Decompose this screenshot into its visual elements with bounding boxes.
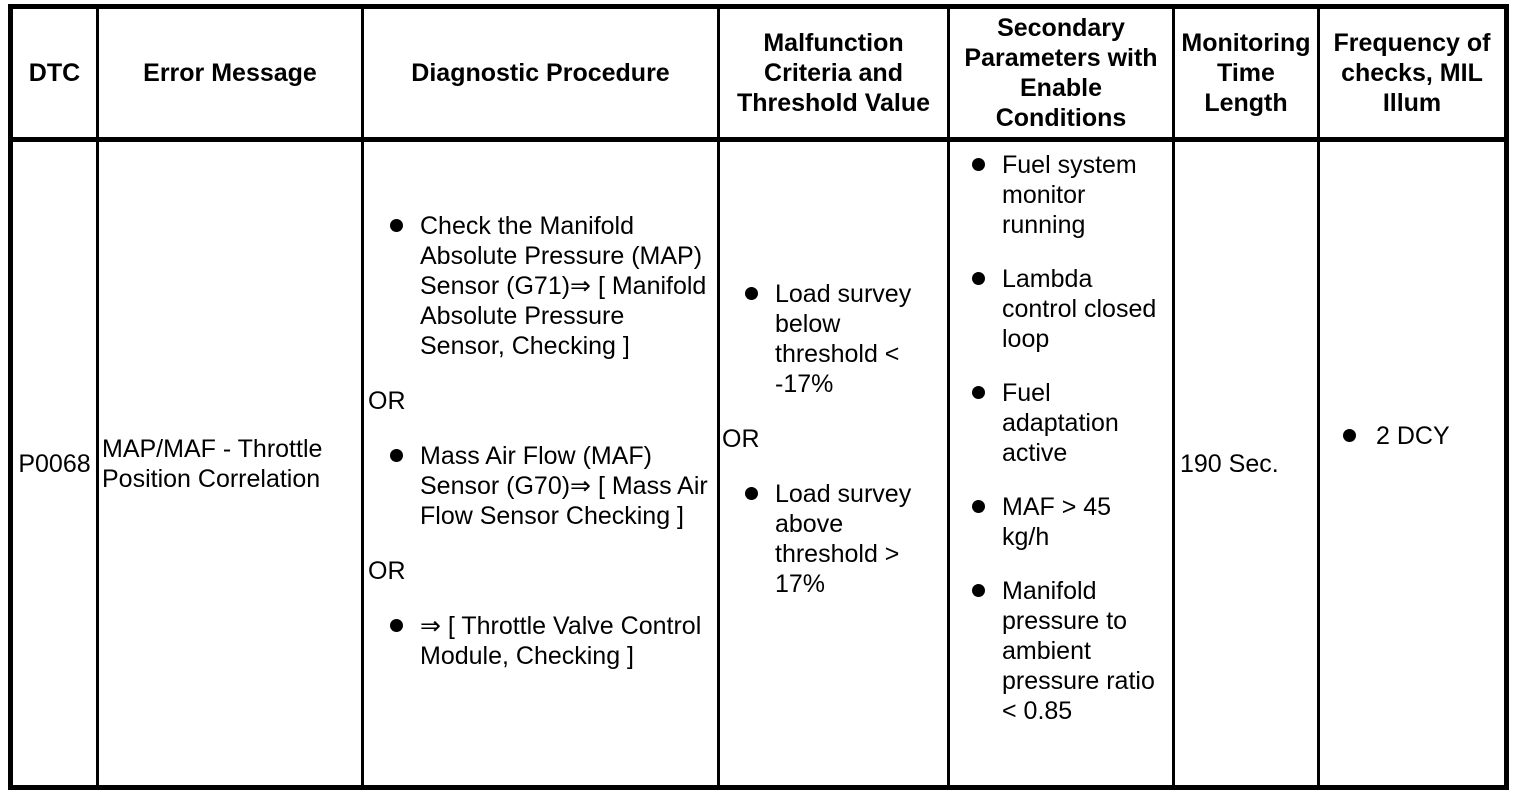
col-header-secondary-parameters: Secondary Parameters with Enable Conditi…: [947, 9, 1172, 137]
cell-secondary-parameters: Fuel system monitor running Lambda contr…: [947, 137, 1172, 785]
col-header-diagnostic-procedure-label: Diagnostic Procedure: [411, 59, 670, 87]
cell-frequency: 2 DCY: [1317, 137, 1504, 785]
diagnostic-item-text: ⇒ [ Throttle Valve Control Module, Check…: [420, 612, 702, 670]
or-connector: OR: [722, 424, 760, 453]
cell-diagnostic-procedure: Check the Manifold Absolute Pressure (MA…: [361, 137, 717, 785]
col-header-frequency: Frequency of checks, MIL Illum: [1317, 9, 1504, 137]
col-header-error-message: Error Message: [96, 9, 361, 137]
col-header-monitoring-time-label: Monitoring Time Length: [1181, 29, 1311, 117]
enable-condition-text: Manifold pressure to ambient pressure ra…: [1002, 577, 1155, 725]
enable-condition-text: Fuel system monitor running: [1002, 151, 1137, 239]
bullet-icon: [972, 158, 985, 171]
bullet-icon: [972, 584, 985, 597]
bullet-icon: [745, 286, 758, 300]
col-header-dtc-label: DTC: [28, 59, 81, 87]
dtc-code: P0068: [18, 449, 91, 478]
criteria-item-text: Load survey below threshold < -17%: [775, 279, 912, 398]
diagnostic-item: Mass Air Flow (MAF) Sensor (G70)⇒ [ Mass…: [368, 441, 715, 531]
bullet-icon: [390, 449, 403, 462]
diagnostic-item-text: Check the Manifold Absolute Pressure (MA…: [420, 212, 707, 360]
error-message-text: MAP/MAF - Throttle Position Correlation: [102, 434, 323, 493]
diagnostic-item: ⇒ [ Throttle Valve Control Module, Check…: [368, 611, 715, 671]
enable-condition-item: Fuel adaptation active: [953, 378, 1160, 468]
criteria-item-text: Load survey above threshold > 17%: [775, 479, 912, 598]
frequency-item: 2 DCY: [1323, 421, 1500, 451]
enable-condition-text: Fuel adaptation active: [1002, 379, 1119, 467]
or-connector: OR: [368, 557, 406, 585]
enable-condition-text: Lambda control closed loop: [1002, 265, 1157, 353]
bullet-icon: [1343, 429, 1356, 442]
bullet-icon: [972, 500, 985, 513]
col-header-error-message-label: Error Message: [143, 59, 317, 87]
bullet-icon: [390, 219, 403, 232]
cell-error-message: MAP/MAF - Throttle Position Correlation: [96, 137, 361, 785]
col-header-monitoring-time: Monitoring Time Length: [1172, 9, 1317, 137]
diagnostic-item: Check the Manifold Absolute Pressure (MA…: [368, 211, 715, 361]
col-header-malfunction-criteria-label: Malfunction Criteria and Threshold Value: [736, 29, 931, 117]
cell-monitoring-time: 190 Sec.: [1172, 137, 1317, 785]
cell-dtc: P0068: [13, 137, 96, 785]
bullet-icon: [972, 386, 985, 399]
frequency-item-text: 2 DCY: [1376, 422, 1450, 450]
bullet-icon: [390, 619, 403, 632]
col-header-frequency-label: Frequency of checks, MIL Illum: [1333, 29, 1491, 117]
criteria-item: Load survey above threshold > 17%: [722, 479, 940, 599]
monitoring-time-text: 190 Sec.: [1180, 449, 1279, 478]
bullet-icon: [972, 272, 985, 285]
or-connector: OR: [368, 387, 406, 415]
col-header-diagnostic-procedure: Diagnostic Procedure: [361, 9, 717, 137]
enable-condition-text: MAF > 45 kg/h: [1002, 493, 1112, 551]
enable-condition-item: Manifold pressure to ambient pressure ra…: [953, 576, 1160, 726]
dtc-table: DTC Error Message Diagnostic Procedure M…: [8, 4, 1509, 790]
col-header-secondary-parameters-label: Secondary Parameters with Enable Conditi…: [964, 14, 1158, 132]
diagnostic-item-text: Mass Air Flow (MAF) Sensor (G70)⇒ [ Mass…: [420, 442, 708, 530]
cell-malfunction-criteria: Load survey below threshold < -17% OR Lo…: [717, 137, 947, 785]
enable-condition-item: Lambda control closed loop: [953, 264, 1160, 354]
col-header-malfunction-criteria: Malfunction Criteria and Threshold Value: [717, 9, 947, 137]
bullet-icon: [745, 486, 758, 500]
enable-condition-item: MAF > 45 kg/h: [953, 492, 1160, 552]
col-header-dtc: DTC: [13, 9, 96, 137]
enable-condition-item: Fuel system monitor running: [953, 150, 1160, 240]
criteria-item: Load survey below threshold < -17%: [722, 279, 940, 399]
